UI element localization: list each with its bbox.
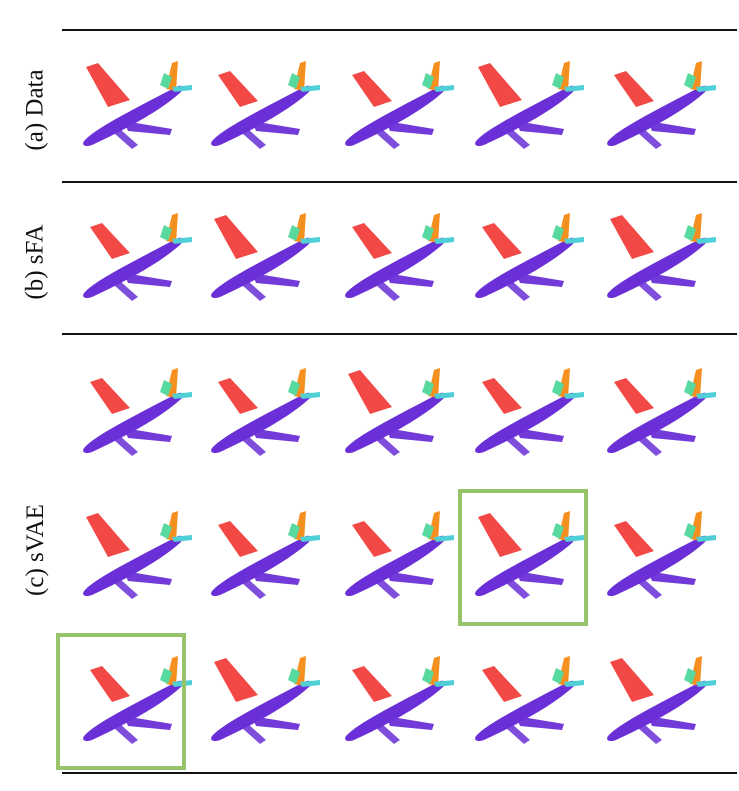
row-label-data-text: (a) Data xyxy=(22,69,50,151)
airplane-point-cloud-icon xyxy=(592,197,720,317)
airplane-shape xyxy=(607,61,716,149)
airplane-point-cloud-icon xyxy=(592,640,720,760)
highlight-box-row5-col1 xyxy=(56,633,186,770)
row-label-data: (a) Data xyxy=(16,40,56,180)
airplane-shape xyxy=(83,213,192,301)
airplane-shape xyxy=(345,511,454,599)
airplane-point-cloud-icon xyxy=(592,352,720,472)
airplane-point-cloud-icon xyxy=(68,352,196,472)
top-rule xyxy=(62,29,737,31)
airplane-shape xyxy=(211,213,320,301)
airplane-shape xyxy=(607,213,716,301)
airplane-point-cloud-icon xyxy=(460,495,588,615)
airplane-shape xyxy=(83,61,192,149)
row-label-sfa-text: (b) sFA xyxy=(22,224,50,300)
airplane-point-cloud-icon xyxy=(460,352,588,472)
airplane-shape xyxy=(475,511,584,599)
row-label-svae-text: (c) sVAE xyxy=(22,504,50,596)
airplane-point-cloud-icon xyxy=(68,640,196,760)
airplane-point-cloud-icon xyxy=(196,495,324,615)
highlight-box-row4-col4 xyxy=(458,489,588,626)
airplane-shape xyxy=(211,61,320,149)
airplane-shape xyxy=(211,368,320,456)
airplane-shape xyxy=(211,656,320,744)
airplane-shape xyxy=(345,656,454,744)
airplane-point-cloud-icon xyxy=(460,45,588,165)
bottom-rule xyxy=(62,772,737,774)
airplane-shape xyxy=(475,213,584,301)
airplane-point-cloud-icon xyxy=(460,197,588,317)
airplane-shape xyxy=(475,61,584,149)
airplane-point-cloud-icon xyxy=(68,197,196,317)
airplane-shape xyxy=(83,511,192,599)
airplane-point-cloud-icon xyxy=(196,352,324,472)
airplane-shape xyxy=(607,368,716,456)
airplane-point-cloud-icon xyxy=(592,495,720,615)
airplane-point-cloud-icon xyxy=(196,640,324,760)
airplane-shape xyxy=(83,368,192,456)
airplane-shape xyxy=(345,61,454,149)
airplane-shape xyxy=(345,368,454,456)
airplane-point-cloud-icon xyxy=(330,197,458,317)
airplane-point-cloud-icon xyxy=(330,352,458,472)
airplane-shape xyxy=(83,656,192,744)
airplane-point-cloud-icon xyxy=(330,640,458,760)
row-label-sfa: (b) sFA xyxy=(16,192,56,332)
airplane-point-cloud-icon xyxy=(196,45,324,165)
airplane-shape xyxy=(475,368,584,456)
airplane-shape xyxy=(345,213,454,301)
airplane-point-cloud-icon xyxy=(330,495,458,615)
airplane-point-cloud-icon xyxy=(460,640,588,760)
rule-data-sfa xyxy=(62,181,737,183)
airplane-point-cloud-icon xyxy=(330,45,458,165)
airplane-point-cloud-icon xyxy=(68,45,196,165)
airplane-shape xyxy=(475,656,584,744)
row-label-svae: (c) sVAE xyxy=(16,460,56,640)
airplane-point-cloud-icon xyxy=(68,495,196,615)
airplane-shape xyxy=(211,511,320,599)
airplane-shape xyxy=(607,511,716,599)
airplane-point-cloud-icon xyxy=(592,45,720,165)
rule-sfa-svae xyxy=(62,333,737,335)
airplane-shape xyxy=(607,656,716,744)
airplane-point-cloud-icon xyxy=(196,197,324,317)
